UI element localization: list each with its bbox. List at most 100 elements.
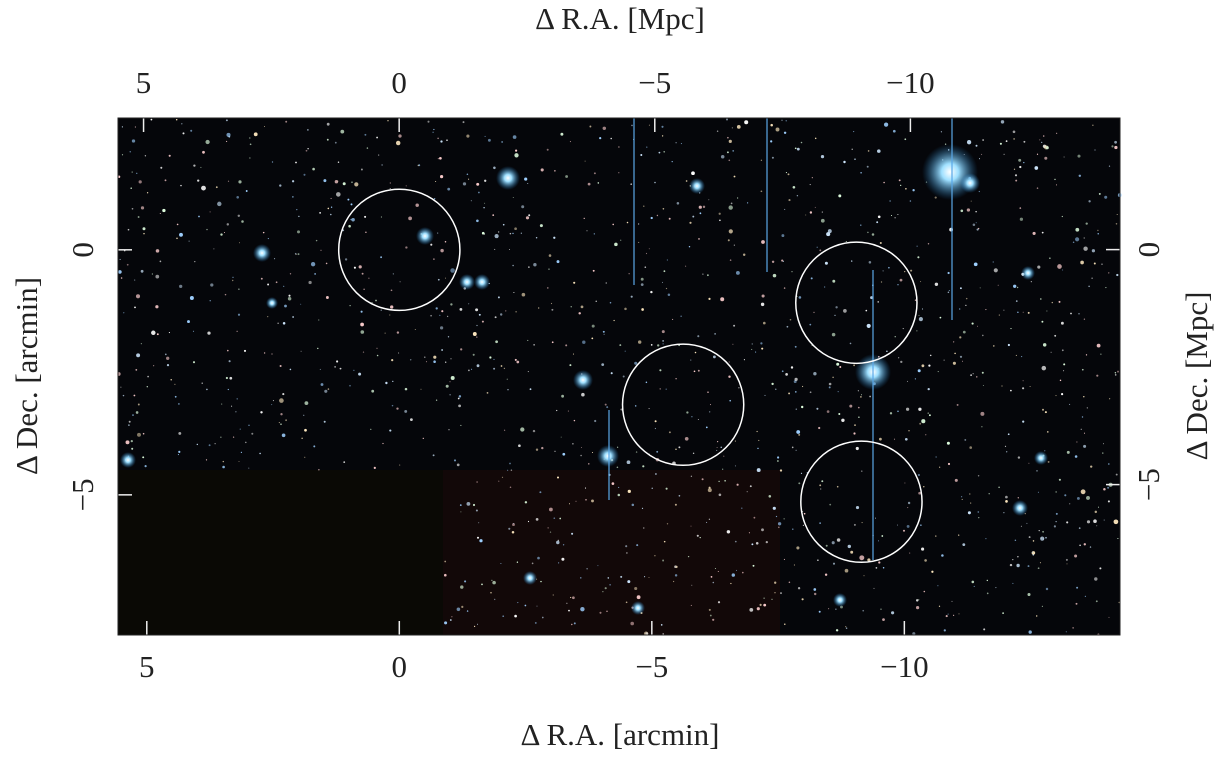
star <box>948 292 950 294</box>
star <box>569 503 570 504</box>
star <box>948 272 950 274</box>
star <box>1067 451 1070 454</box>
star <box>975 211 976 212</box>
star <box>620 576 622 578</box>
star <box>920 524 922 526</box>
star <box>374 467 376 469</box>
star <box>811 277 813 279</box>
star <box>897 214 898 215</box>
star <box>514 153 518 157</box>
star <box>666 288 667 289</box>
star <box>580 577 581 578</box>
star <box>891 611 894 614</box>
chart: Δ R.A. [Mpc] Δ R.A. [arcmin] Δ Dec. [arc… <box>0 0 1232 758</box>
star <box>757 468 761 472</box>
star <box>721 155 725 159</box>
star <box>651 344 653 346</box>
star <box>1115 372 1116 373</box>
star <box>709 411 710 412</box>
star <box>1046 310 1047 311</box>
star <box>618 487 619 488</box>
star <box>1079 545 1081 547</box>
star <box>606 611 607 612</box>
star <box>574 622 576 624</box>
star <box>217 202 221 206</box>
star <box>1056 513 1058 515</box>
star <box>351 203 353 205</box>
star <box>780 592 782 594</box>
star <box>700 537 701 538</box>
star <box>512 523 515 526</box>
bright-star <box>573 370 593 390</box>
star <box>284 305 287 308</box>
star <box>363 352 364 353</box>
star <box>147 192 148 193</box>
star <box>596 301 597 302</box>
star <box>1097 344 1101 348</box>
star <box>484 180 486 182</box>
star <box>698 370 700 372</box>
star <box>675 574 677 576</box>
star <box>1033 554 1034 555</box>
star <box>979 191 980 192</box>
star <box>430 244 432 246</box>
star <box>362 273 364 275</box>
star <box>237 398 238 399</box>
star <box>1045 537 1047 539</box>
star <box>1088 200 1090 202</box>
star <box>267 284 269 286</box>
bright-star <box>631 601 645 615</box>
star <box>832 377 833 378</box>
star <box>205 140 209 144</box>
star <box>772 261 774 263</box>
star <box>345 258 347 260</box>
star <box>450 303 452 305</box>
star <box>190 130 192 132</box>
star <box>925 434 926 435</box>
star <box>954 353 956 355</box>
star <box>385 333 386 334</box>
star <box>527 340 528 341</box>
star <box>136 353 140 357</box>
star <box>850 551 853 554</box>
star <box>1096 600 1098 602</box>
star <box>883 182 885 184</box>
star <box>935 535 936 536</box>
star <box>586 568 587 569</box>
star <box>1016 300 1018 302</box>
star <box>645 266 647 268</box>
star <box>448 336 449 337</box>
star <box>175 396 177 398</box>
star <box>624 308 627 311</box>
star <box>854 158 856 160</box>
star <box>1084 237 1085 238</box>
x-tick-label: −10 <box>880 649 928 684</box>
star <box>969 493 970 494</box>
star <box>736 271 740 275</box>
star <box>197 444 198 445</box>
star <box>968 511 971 514</box>
star <box>481 584 483 586</box>
star <box>1073 241 1075 243</box>
star <box>822 212 823 213</box>
star <box>295 162 297 164</box>
star <box>888 267 890 269</box>
star <box>718 601 720 603</box>
star <box>361 311 363 313</box>
star <box>904 271 905 272</box>
star <box>264 126 265 127</box>
star <box>272 161 273 162</box>
star <box>958 534 959 535</box>
star <box>1012 583 1013 584</box>
star <box>655 473 657 475</box>
bright-star <box>459 274 475 290</box>
star <box>493 359 494 360</box>
star <box>524 178 527 181</box>
star <box>1041 142 1042 143</box>
star <box>162 209 165 212</box>
star <box>720 297 724 301</box>
star <box>445 278 446 279</box>
star <box>1079 527 1081 529</box>
star <box>832 541 835 544</box>
star <box>1022 387 1024 389</box>
